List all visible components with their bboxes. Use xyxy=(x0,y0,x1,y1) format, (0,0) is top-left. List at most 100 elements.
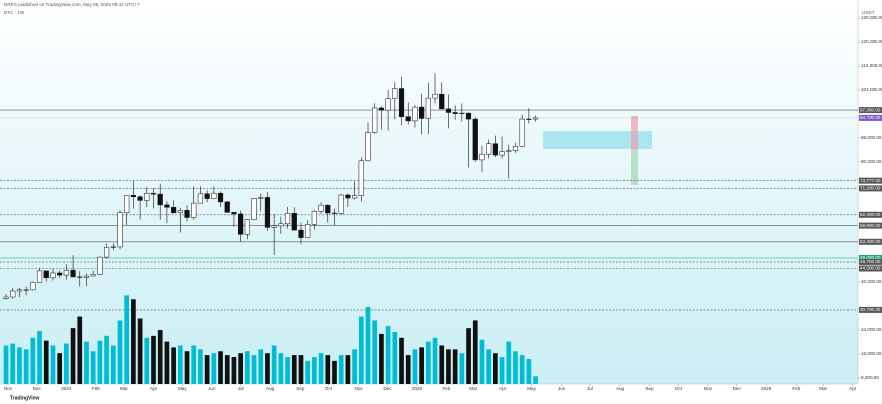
candle-body xyxy=(103,246,110,258)
volume-bar xyxy=(399,337,404,384)
level-tag xyxy=(859,177,882,184)
level-label: 97,300.00 xyxy=(860,107,881,112)
volume-bar xyxy=(211,353,217,384)
candle-body xyxy=(177,210,183,213)
candle-body xyxy=(459,112,465,114)
volume-bar xyxy=(117,320,123,384)
level-tag xyxy=(859,222,882,229)
volume-bar xyxy=(238,353,243,384)
candle-body xyxy=(486,143,492,155)
volume-bar xyxy=(379,333,384,384)
volume-bar xyxy=(251,355,257,384)
candle-body xyxy=(479,153,485,161)
candle-body xyxy=(110,246,116,248)
x-tick-label: Apr xyxy=(499,386,507,391)
y-tick-label: 24,000.00 xyxy=(861,327,882,332)
volume-bar xyxy=(224,355,230,384)
candle-body xyxy=(432,93,438,99)
candle-body xyxy=(298,229,304,238)
volume-bar xyxy=(519,355,525,384)
candle-body xyxy=(238,213,244,235)
candle-body xyxy=(526,118,532,120)
volume-bar xyxy=(64,343,69,384)
candle-body xyxy=(70,270,76,278)
volume-bar xyxy=(278,353,284,384)
volume-bar xyxy=(345,355,351,384)
candle-body xyxy=(184,210,190,218)
level-label: 73,777.00 xyxy=(860,178,881,183)
volume-bar xyxy=(452,349,458,384)
volume-bar xyxy=(385,326,391,384)
volume-bar xyxy=(131,299,136,384)
candle-body xyxy=(36,270,43,283)
position-risk xyxy=(631,116,638,150)
candle-body xyxy=(217,192,224,203)
volume-bar xyxy=(3,345,9,384)
volume-bar xyxy=(446,349,451,384)
symbol: BTC · 1W xyxy=(4,10,25,15)
volume-bar xyxy=(110,345,116,384)
candle-body xyxy=(244,219,250,235)
volume-bar xyxy=(338,355,344,384)
x-tick-label: 2025 xyxy=(412,386,423,391)
candle-body xyxy=(472,118,478,161)
volume-bar xyxy=(97,340,103,384)
candle-body xyxy=(365,132,371,162)
x-tick-label: Sep xyxy=(296,386,305,391)
volume-bar xyxy=(298,355,304,384)
candle-body xyxy=(57,272,63,276)
x-tick-label: Mar xyxy=(819,386,827,391)
volume-bar xyxy=(405,355,411,384)
level-tag xyxy=(859,258,882,265)
candle-body xyxy=(197,193,204,204)
x-tick-label: Jun xyxy=(558,386,566,391)
candle-body xyxy=(311,210,317,225)
x-tick-label: Sep xyxy=(645,386,654,391)
volume-bar xyxy=(184,351,190,384)
y-tick-label: 8,000.00 xyxy=(861,375,879,380)
x-tick-label: Jul xyxy=(238,386,244,391)
volume-bar xyxy=(513,351,518,384)
candle-body xyxy=(378,107,385,111)
x-tick-label: Oct xyxy=(325,386,333,391)
level-tag xyxy=(859,107,882,114)
volume-bar xyxy=(499,357,505,384)
candle-body xyxy=(30,282,36,291)
volume-bar xyxy=(479,339,485,384)
candle-body xyxy=(325,204,331,214)
y-tick-label: 40,000.00 xyxy=(861,279,882,284)
candle-body xyxy=(10,290,16,298)
candle-body xyxy=(16,289,23,292)
candle-body xyxy=(191,202,197,218)
brand: TradingView xyxy=(10,395,39,401)
level-label: 44,500.00 xyxy=(860,266,881,271)
volume-bar xyxy=(372,320,378,384)
x-tick-label: Apr xyxy=(150,386,158,391)
level-label: 30,700.00 xyxy=(860,307,881,312)
volume-bar xyxy=(486,349,492,384)
volume-bar xyxy=(10,343,16,384)
candle-body xyxy=(465,112,472,120)
zone-box xyxy=(543,131,652,149)
candle-body xyxy=(117,212,123,248)
volume-bar xyxy=(258,349,264,384)
volume-bar xyxy=(493,353,498,384)
position-reward xyxy=(631,150,638,185)
candle-body xyxy=(351,195,358,199)
volume-bar xyxy=(43,340,49,384)
volume-bar xyxy=(70,328,76,384)
level-tag xyxy=(859,306,882,313)
x-tick-label: Oct xyxy=(675,386,683,391)
candle-body xyxy=(385,98,391,111)
x-tick-label: Jul xyxy=(587,386,593,391)
y-tick-label: 112,000.00 xyxy=(861,63,882,68)
volume-bar xyxy=(164,341,170,384)
author-line: NRFG published on TradingView.com, May 0… xyxy=(4,2,140,7)
volume-bar xyxy=(506,341,512,384)
volume-bar xyxy=(291,355,297,384)
volume-bar xyxy=(466,328,471,384)
volume-bar xyxy=(144,337,150,384)
candle-body xyxy=(137,196,143,201)
level-label: 71,200.00 xyxy=(860,186,881,191)
candle-body xyxy=(251,198,257,220)
